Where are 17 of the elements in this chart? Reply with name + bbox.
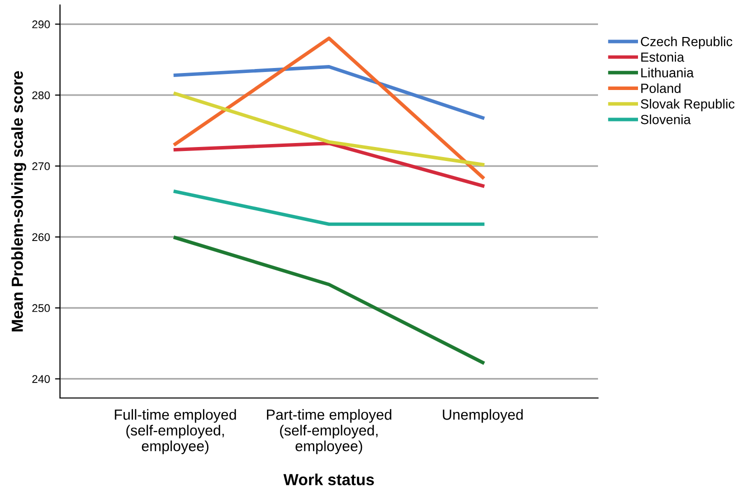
x-tick-label: Part-time employed (self-employed, employee) bbox=[266, 409, 392, 454]
y-tick-label: 250 bbox=[32, 304, 50, 312]
legend-label: Slovak Republic bbox=[640, 98, 734, 112]
x-tick-label: Unemployed bbox=[442, 409, 523, 423]
y-tick-label: 240 bbox=[32, 375, 50, 383]
legend-label: Czech Republic bbox=[640, 36, 732, 49]
x-tick-label: Full-time employed (self-employed, employee) bbox=[114, 409, 236, 454]
legend-label: Estonia bbox=[641, 52, 684, 62]
y-tick-label: 280 bbox=[32, 91, 50, 100]
y-axis-title: Mean Problem-solving scale score bbox=[11, 71, 26, 332]
y-tick-label: 290 bbox=[32, 20, 50, 28]
x-axis-title: Work status bbox=[283, 474, 374, 486]
legend-label: Slovenia bbox=[640, 114, 691, 124]
legend-label: Lithuania bbox=[641, 68, 694, 78]
legend-label: Poland bbox=[641, 83, 680, 94]
y-tick-label: 270 bbox=[32, 162, 50, 170]
y-tick-label: 260 bbox=[32, 233, 50, 242]
